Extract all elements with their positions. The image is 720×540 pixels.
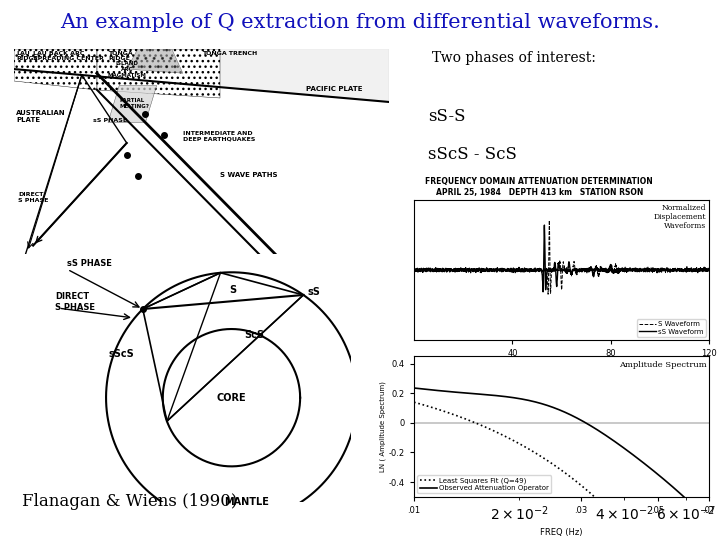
Text: An example of Q extraction from differential waveforms.: An example of Q extraction from differen… — [60, 14, 660, 32]
X-axis label: TIME (s): TIME (s) — [545, 364, 578, 373]
Text: ISLAND
ARC
MAGMATISM: ISLAND ARC MAGMATISM — [107, 61, 146, 78]
Text: Two phases of interest:: Two phases of interest: — [432, 51, 596, 65]
S Waveform — [642, 266, 651, 273]
Text: sScS: sScS — [108, 349, 134, 359]
Text: TONGA
RIDGE: TONGA RIDGE — [108, 51, 132, 62]
Text: DIRECT
S PHASE: DIRECT S PHASE — [55, 293, 95, 312]
sS Waveform — [425, 267, 433, 273]
Observed Attenuation Operator — [705, 518, 714, 525]
Text: INTERMEDIATE AND
DEEP EARTHQUAKES: INTERMEDIATE AND DEEP EARTHQUAKES — [183, 131, 256, 141]
Observed Attenuation Operator — [659, 475, 667, 482]
Text: FREQUENCY DOMAIN ATTENUATION DETERMINATION: FREQUENCY DOMAIN ATTENUATION DETERMINATI… — [425, 177, 652, 186]
Text: APRIL 25, 1984   DEPTH 413 km   STATION RSON: APRIL 25, 1984 DEPTH 413 km STATION RSON — [436, 188, 643, 197]
Polygon shape — [127, 49, 183, 73]
Text: sS PHASE: sS PHASE — [93, 118, 127, 123]
Polygon shape — [96, 49, 220, 98]
Text: AUSTRALIAN
PLATE: AUSTRALIAN PLATE — [17, 110, 66, 123]
Observed Attenuation Operator — [678, 491, 686, 498]
Text: PARTIAL
MELTING?: PARTIAL MELTING? — [120, 98, 149, 109]
S Waveform — [545, 217, 554, 224]
sS Waveform — [546, 267, 554, 274]
Line: Least Squares Fit (Q=49): Least Squares Fit (Q=49) — [414, 402, 709, 540]
Text: PACIFIC PLATE: PACIFIC PLATE — [307, 85, 363, 92]
S Waveform — [705, 267, 714, 273]
Text: LAU
RIDGE: LAU RIDGE — [17, 51, 38, 62]
Line: Observed Attenuation Operator: Observed Attenuation Operator — [414, 388, 709, 522]
S Waveform — [410, 265, 418, 272]
Text: TONGA TRENCH: TONGA TRENCH — [202, 51, 257, 56]
sS Waveform — [642, 265, 651, 272]
sS Waveform — [697, 266, 706, 273]
S Waveform — [697, 266, 706, 273]
sS Waveform — [705, 266, 714, 272]
sS Waveform — [554, 264, 562, 271]
Polygon shape — [14, 49, 96, 90]
S Waveform — [546, 266, 554, 273]
sS Waveform — [410, 267, 418, 273]
sS Waveform — [696, 266, 705, 273]
S Waveform — [544, 291, 552, 298]
Text: S: S — [229, 285, 236, 295]
X-axis label: FREQ (Hz): FREQ (Hz) — [540, 529, 583, 537]
Legend: Least Squares Fit (Q=49), Observed Attenuation Operator: Least Squares Fit (Q=49), Observed Atten… — [418, 475, 551, 494]
Least Squares Fit (Q=49) — [410, 399, 419, 406]
Polygon shape — [164, 49, 389, 102]
Text: Flanagan & Wiens (1990): Flanagan & Wiens (1990) — [22, 494, 237, 510]
Text: DIRECT
S PHASE: DIRECT S PHASE — [18, 192, 48, 203]
Text: Normalized
Displacement
Waveforms: Normalized Displacement Waveforms — [654, 204, 706, 231]
Observed Attenuation Operator — [410, 385, 419, 392]
Text: LAU BACK ARC
SPREADING CENTER: LAU BACK ARC SPREADING CENTER — [33, 51, 104, 62]
sS Waveform — [539, 288, 547, 295]
S Waveform — [425, 266, 433, 273]
Text: sScS - ScS: sScS - ScS — [428, 146, 517, 163]
Text: sS PHASE: sS PHASE — [67, 259, 112, 268]
Observed Attenuation Operator — [585, 421, 593, 428]
Least Squares Fit (Q=49) — [585, 489, 593, 495]
Text: sS-S: sS-S — [428, 108, 466, 125]
Least Squares Fit (Q=49) — [410, 399, 418, 406]
Text: CORE: CORE — [217, 393, 246, 403]
Text: Amplitude Spectrum: Amplitude Spectrum — [618, 361, 706, 369]
Least Squares Fit (Q=49) — [585, 489, 594, 496]
Y-axis label: LN ( Amplitude Spectrum): LN ( Amplitude Spectrum) — [379, 381, 386, 472]
Observed Attenuation Operator — [410, 385, 418, 392]
Observed Attenuation Operator — [590, 425, 599, 431]
Least Squares Fit (Q=49) — [590, 494, 599, 500]
S Waveform — [696, 268, 705, 274]
Polygon shape — [108, 85, 157, 123]
Legend: S Waveform, sS Waveform: S Waveform, sS Waveform — [636, 319, 706, 337]
Text: MANTLE: MANTLE — [224, 497, 269, 507]
Polygon shape — [163, 329, 300, 467]
S Waveform — [554, 266, 562, 273]
Text: sS: sS — [308, 287, 320, 297]
Line: S Waveform: S Waveform — [414, 220, 709, 294]
Observed Attenuation Operator — [585, 422, 594, 428]
Text: ScS: ScS — [244, 330, 264, 340]
Line: sS Waveform: sS Waveform — [414, 225, 709, 292]
sS Waveform — [540, 222, 549, 228]
Text: S WAVE PATHS: S WAVE PATHS — [220, 172, 278, 178]
